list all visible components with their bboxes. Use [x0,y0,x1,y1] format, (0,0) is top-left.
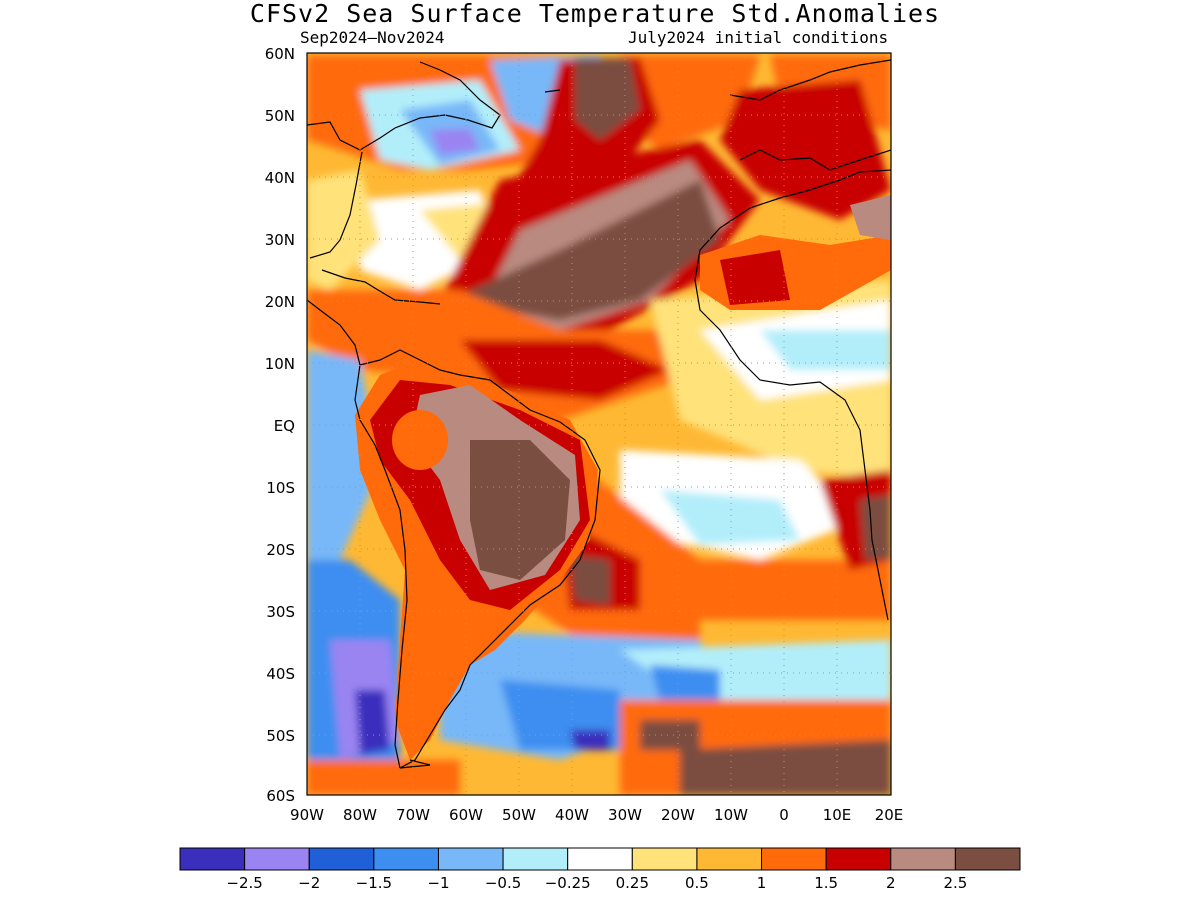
lat-label: 30N [265,231,295,249]
lat-label: 20N [265,293,295,311]
lon-labels: 90W 80W 70W 60W 50W 40W 30W 20W 10W 0 10… [290,806,903,824]
colorbar-label: 2 [886,874,896,892]
colorbar-label: −0.5 [485,874,521,892]
lat-label: 50N [265,107,295,125]
colorbar-swatch [761,847,827,871]
colorbar-label: 0.25 [616,874,649,892]
colorbar-swatch [373,847,439,871]
lat-label: 50S [266,727,295,745]
lon-label: 80W [343,806,377,824]
colorbar-label: 0.5 [685,874,709,892]
colorbar-swatch [308,847,375,871]
colorbar-swatch [631,847,698,871]
graticule [307,53,891,795]
lon-label: 10E [823,806,852,824]
lon-label: 90W [290,806,324,824]
forecast-period: Sep2024–Nov2024 [300,28,445,47]
lon-label: 50W [502,806,536,824]
lat-label: EQ [274,417,295,435]
lat-label: 30S [266,603,295,621]
map-frame [306,52,892,796]
lat-label: 40S [266,665,295,683]
lon-label: 60W [449,806,483,824]
colorbar-swatch [437,847,504,871]
colorbar [179,847,1021,871]
lat-labels: 60N 50N 40N 30N 20N 10N EQ 10S 20S 30S 4… [265,45,295,805]
colorbar-label: 1 [757,874,767,892]
colorbar-label: 2.5 [943,874,967,892]
colorbar-label: −1.5 [356,874,392,892]
colorbar-swatch [567,847,633,871]
lon-label: 70W [396,806,430,824]
colorbar-label: −0.25 [545,874,591,892]
colorbar-label: −2.5 [226,874,262,892]
lon-label: 10W [714,806,748,824]
colorbar-labels: −2.5 −2 −1.5 −1 −0.5 −0.25 0.25 0.5 1 1.5 2 2.5 [226,874,967,892]
colorbar-swatch [696,847,763,871]
colorbar-label: −2 [298,874,320,892]
lat-label: 60S [266,787,295,805]
lat-label: 20S [266,541,295,559]
lon-label: 0 [779,806,789,824]
colorbar-swatch [502,847,569,871]
colorbar-label: −1 [427,874,449,892]
colorbar-swatch [179,847,246,871]
colorbar-swatch [244,847,310,871]
lon-label: 40W [555,806,589,824]
colorbar-swatch [890,847,956,871]
initial-conditions: July2024 initial conditions [628,28,889,47]
lon-label: 20W [661,806,695,824]
colorbar-swatch [825,847,892,871]
lon-label: 20E [875,806,904,824]
colorbar-swatch [954,847,1021,871]
lon-label: 30W [608,806,642,824]
lat-label: 60N [265,45,295,63]
lat-label: 10S [266,479,295,497]
colorbar-label: 1.5 [814,874,838,892]
anomaly-field [307,53,891,795]
map-title: CFSv2 Sea Surface Temperature Std.Anomal… [249,0,941,28]
lat-label: 40N [265,169,295,187]
lat-label: 10N [265,355,295,373]
